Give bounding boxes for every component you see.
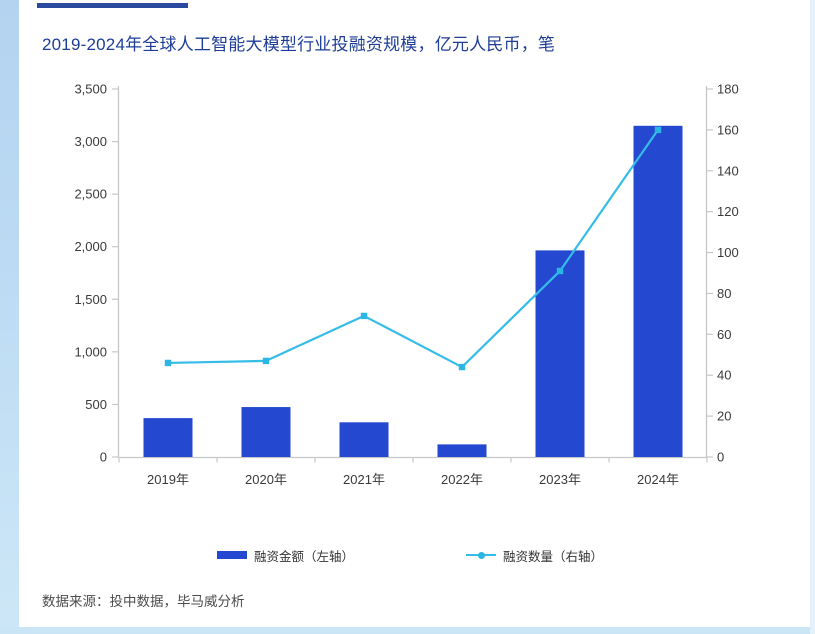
y-left-tick-label: 0 xyxy=(100,450,107,465)
line-marker-2024年 xyxy=(654,126,662,134)
y-left-tick-label: 500 xyxy=(85,397,107,412)
x-tick-label: 2024年 xyxy=(637,472,679,487)
y-right-tick-label: 180 xyxy=(717,82,739,97)
y-right-tick-label: 0 xyxy=(717,450,724,465)
y-left-tick-label: 1,000 xyxy=(74,344,107,359)
line-marker-2020年 xyxy=(262,357,270,365)
y-left-tick-label: 3,500 xyxy=(74,82,107,97)
bar-2024年 xyxy=(633,125,683,458)
left-border-strip xyxy=(0,0,19,634)
y-right-tick-label: 80 xyxy=(717,286,731,301)
y-right-tick-label: 100 xyxy=(717,245,739,260)
y-left-tick-label: 2,000 xyxy=(74,239,107,254)
line-marker-2019年 xyxy=(164,359,172,367)
x-tick-label: 2021年 xyxy=(343,472,385,487)
y-right-tick-label: 160 xyxy=(717,122,739,137)
line-marker-2021年 xyxy=(360,312,368,320)
y-right-tick-label: 40 xyxy=(717,368,731,383)
x-tick-label: 2022年 xyxy=(441,472,483,487)
legend-item-line: 融资数量（右轴） xyxy=(466,548,604,564)
line-series-swatch-icon xyxy=(466,551,496,559)
line-marker-2023年 xyxy=(556,267,564,275)
line-series-dot-icon xyxy=(477,551,485,559)
x-tick-label: 2020年 xyxy=(245,472,287,487)
x-tick-label: 2019年 xyxy=(147,472,189,487)
right-border-strip xyxy=(810,0,815,634)
bar-2023年 xyxy=(535,250,585,457)
y-left-tick-label: 2,500 xyxy=(74,187,107,202)
bar-series-swatch-icon xyxy=(217,551,247,559)
legend-line-label: 融资数量（右轴） xyxy=(503,549,604,564)
financing-count-line xyxy=(167,129,659,369)
bar-2022年 xyxy=(437,444,487,457)
y-right-tick-label: 140 xyxy=(717,163,739,178)
legend-bar-label: 融资金额（左轴） xyxy=(254,549,355,564)
bar-2019年 xyxy=(143,418,193,457)
y-left-tick-label: 1,500 xyxy=(74,292,107,307)
y-right-tick-label: 120 xyxy=(717,204,739,219)
y-left-tick-label: 3,000 xyxy=(74,134,107,149)
title-accent-bar xyxy=(37,3,188,8)
bottom-border-strip xyxy=(0,627,815,634)
chart-title: 2019-2024年全球人工智能大模型行业投融资规模，亿元人民币，笔 xyxy=(42,35,556,54)
y-right-tick-label: 20 xyxy=(717,409,731,424)
y-right-tick-label: 60 xyxy=(717,327,731,342)
line-marker-2022年 xyxy=(458,363,466,371)
data-source-note: 数据来源：投中数据，毕马威分析 xyxy=(42,594,245,609)
bar-2020年 xyxy=(241,407,291,457)
legend-item-bar: 融资金额（左轴） xyxy=(217,548,355,564)
x-tick-label: 2023年 xyxy=(539,472,581,487)
bar-2021年 xyxy=(339,422,389,457)
